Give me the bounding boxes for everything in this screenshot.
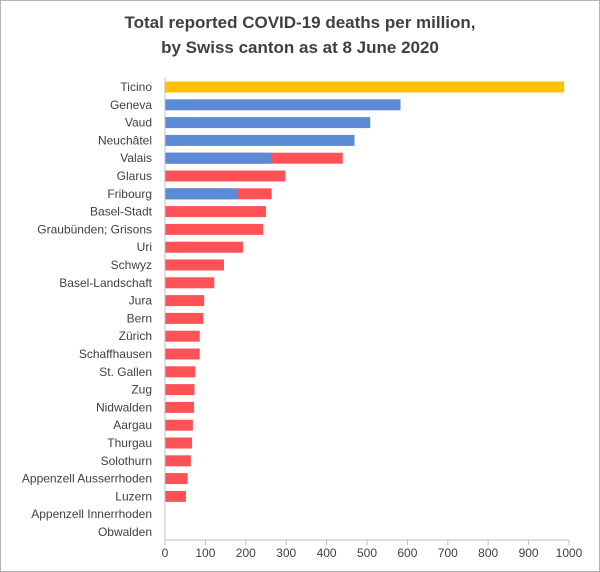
category-label-z-rich: Zürich <box>119 329 152 343</box>
x-tick-label-400: 400 <box>317 546 337 560</box>
category-label-vaud: Vaud <box>125 116 152 130</box>
bar-basel-stadt <box>165 206 266 218</box>
bar-aargau <box>165 419 193 431</box>
chart-title-line-1: Total reported COVID-19 deaths per milli… <box>124 13 476 32</box>
category-label-graub-nden-grisons: Graubünden; Grisons <box>37 222 152 236</box>
bar-z-rich <box>165 330 200 342</box>
category-label-nidwalden: Nidwalden <box>96 400 152 414</box>
bar-ticino <box>165 81 565 93</box>
bar-schwyz <box>165 259 224 271</box>
category-label-valais: Valais <box>120 151 152 165</box>
category-label-obwalden: Obwalden <box>98 525 152 539</box>
x-tick-label-100: 100 <box>195 546 215 560</box>
bar-geneva <box>165 99 401 111</box>
category-label-schaffhausen: Schaffhausen <box>79 347 152 361</box>
bar-overlay-fribourg <box>165 188 238 200</box>
category-label-basel-landschaft: Basel-Landschaft <box>59 276 152 290</box>
x-tick-label-200: 200 <box>236 546 256 560</box>
category-label-ticino: Ticino <box>120 80 152 94</box>
bar-jura <box>165 295 205 307</box>
bar-graub-nden-grisons <box>165 223 264 235</box>
category-labels-group: Ticino Geneva Vaud Neuchâtel Valais Glarus Fri… <box>22 80 153 539</box>
x-tick-label-1000: 1000 <box>556 546 583 560</box>
x-axis: 0 100 200 300 400 500 600 700 800 900 1000 <box>162 78 583 560</box>
chart-title-line-2: by Swiss canton as at 8 June 2020 <box>161 38 439 57</box>
category-label-basel-stadt: Basel-Stadt <box>90 205 153 219</box>
x-tick-label-900: 900 <box>519 546 539 560</box>
category-label-luzern: Luzern <box>115 489 152 503</box>
bar-thurgau <box>165 437 193 449</box>
category-label-geneva: Geneva <box>110 98 152 112</box>
bar-uri <box>165 241 243 253</box>
category-label-uri: Uri <box>137 240 152 254</box>
bar-schaffhausen <box>165 348 200 360</box>
bar-st-gallen <box>165 366 196 378</box>
x-tick-label-800: 800 <box>478 546 498 560</box>
bar-vaud <box>165 117 371 129</box>
bar-luzern <box>165 490 187 502</box>
x-tick-label-500: 500 <box>357 546 377 560</box>
category-label-zug: Zug <box>131 383 152 397</box>
category-label-solothurn: Solothurn <box>101 454 152 468</box>
category-label-thurgau: Thurgau <box>107 436 152 450</box>
category-label-appenzell-ausserrhoden: Appenzell Ausserrhoden <box>22 472 152 486</box>
bar-solothurn <box>165 455 191 467</box>
bar-neuch-tel <box>165 134 355 146</box>
bar-appenzell-ausserrhoden <box>165 473 188 485</box>
category-label-appenzell-innerrhoden: Appenzell Innerrhoden <box>31 507 152 521</box>
category-label-bern: Bern <box>127 311 152 325</box>
category-label-schwyz: Schwyz <box>111 258 152 272</box>
bar-nidwalden <box>165 401 195 413</box>
category-label-aargau: Aargau <box>113 418 152 432</box>
category-label-fribourg: Fribourg <box>107 187 152 201</box>
bar-glarus <box>165 170 286 182</box>
x-tick-label-600: 600 <box>397 546 417 560</box>
bar-overlay-valais <box>165 152 271 164</box>
bar-basel-landschaft <box>165 277 215 289</box>
category-label-glarus: Glarus <box>117 169 152 183</box>
x-tick-label-700: 700 <box>438 546 458 560</box>
bar-bern <box>165 312 204 324</box>
category-label-neuch-tel: Neuchâtel <box>98 133 152 147</box>
x-tick-label-0: 0 <box>162 546 169 560</box>
category-label-st-gallen: St. Gallen <box>99 365 152 379</box>
bars-group <box>165 81 565 502</box>
x-tick-label-300: 300 <box>276 546 296 560</box>
bar-zug <box>165 384 195 396</box>
category-label-jura: Jura <box>129 294 153 308</box>
